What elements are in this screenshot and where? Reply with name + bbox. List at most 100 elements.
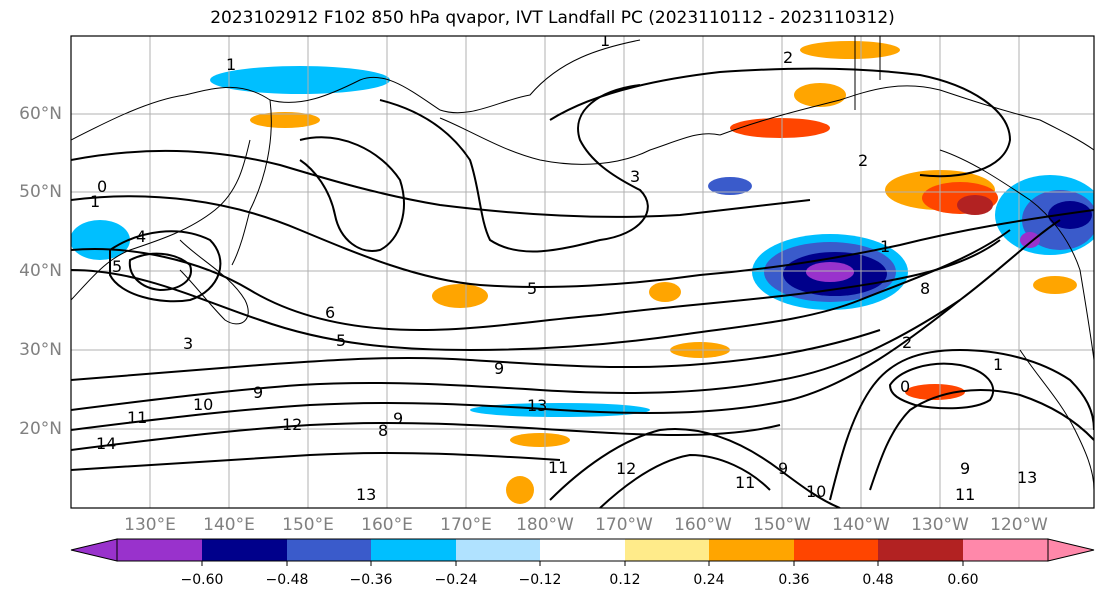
contour-line [379, 84, 649, 253]
contour-label: 13 [527, 396, 547, 415]
colorbar-extend-high [1047, 538, 1095, 562]
contour-label: 5 [112, 257, 122, 276]
contour-label: 2 [783, 48, 793, 67]
contour-label: 1 [993, 355, 1003, 374]
contour-line [549, 67, 1012, 178]
lon-label: 130°E [124, 515, 176, 535]
colorbar-cell [963, 539, 1048, 561]
colorbar-tick-label: −0.48 [265, 572, 309, 588]
contour-label: 12 [616, 459, 636, 478]
lon-label: 140°W [832, 515, 890, 535]
contour-label: 9 [960, 459, 970, 478]
contour-label: 10 [806, 482, 826, 501]
lat-label: 40°N [19, 261, 62, 281]
lon-label: 140°E [203, 515, 255, 535]
contour-line [599, 453, 771, 508]
contour-label: 11 [127, 408, 147, 427]
contour-label: 13 [356, 485, 376, 504]
contour-label: 0 [97, 177, 107, 196]
contour-line [869, 389, 1094, 491]
colorbar-tick-label: 0.24 [693, 572, 725, 588]
positive-anomaly-region [905, 384, 965, 400]
kamchatka-coast [231, 99, 272, 266]
chart-title: 2023102912 F102 850 hPa qvapor, IVT Land… [210, 8, 895, 28]
colorbar-cell [117, 539, 202, 561]
colorbar-cell [456, 539, 540, 561]
contour-label: 2 [858, 151, 868, 170]
contour-label: 2 [902, 333, 912, 352]
contour-label: 11 [548, 458, 568, 477]
colorbar-cell [794, 539, 878, 561]
negative-anomaly-region [806, 262, 854, 282]
positive-anomaly-region [649, 282, 681, 302]
colorbar-tick-label: −0.24 [434, 572, 478, 588]
contour-label: 6 [325, 303, 335, 322]
lat-label: 60°N [19, 104, 62, 124]
colorbar-cell [371, 539, 456, 561]
contour-label: 13 [1017, 468, 1037, 487]
contour-line [829, 348, 1094, 501]
positive-anomaly-region [957, 195, 993, 215]
negative-anomaly-region [1048, 201, 1092, 229]
colorbar-cell [625, 539, 709, 561]
negative-anomaly-region [1020, 232, 1040, 248]
lon-label: 170°E [440, 515, 492, 535]
colorbar-cell [202, 539, 287, 561]
lat-label: 30°N [19, 340, 62, 360]
colorbar-cell [540, 539, 625, 561]
positive-anomaly-region [794, 83, 846, 107]
lat-label: 50°N [19, 182, 62, 202]
positive-anomaly-region [432, 284, 488, 308]
contour-line [71, 299, 961, 431]
map-background [71, 36, 1094, 508]
colorbar-tick-label: 0.48 [862, 572, 894, 588]
positive-anomaly-region [800, 41, 900, 59]
mexico-coast [1019, 349, 1094, 491]
contour-line [549, 428, 841, 508]
contour-label: 0 [900, 377, 910, 396]
colorbar-cell [709, 539, 794, 561]
contour-label: 1 [90, 192, 100, 211]
contour-label: 12 [282, 415, 302, 434]
contour-line [109, 230, 222, 303]
lon-label: 120°W [990, 515, 1048, 535]
contour-label: 8 [378, 421, 388, 440]
contour-label: 9 [253, 383, 263, 402]
lon-label: 180°W [516, 515, 574, 535]
colorbar-cell [878, 539, 963, 561]
contour-line [71, 421, 781, 451]
colorbar-tick-label: 0.36 [778, 572, 810, 588]
positive-anomaly-region [250, 112, 320, 128]
colorbar-tick-label: −0.12 [518, 572, 562, 588]
colorbar-tick-label: −0.36 [349, 572, 393, 588]
contours [71, 67, 1094, 508]
lon-label: 130°W [911, 515, 969, 535]
contour-line [71, 229, 1011, 352]
contour-label: 3 [183, 334, 193, 353]
aleutian-chain [439, 117, 721, 165]
contour-label: 9 [778, 459, 788, 478]
colorbar-tick-label: 0.12 [609, 572, 641, 588]
contour-line [888, 362, 995, 410]
lon-label: 170°W [595, 515, 653, 535]
plot-frame [70, 35, 1095, 509]
lon-label: 160°E [361, 515, 413, 535]
colorbar-extend-low [70, 538, 118, 562]
contour-label: 11 [955, 485, 975, 504]
contour-line [71, 451, 561, 471]
colorbar-cell [287, 539, 371, 561]
contour-line [128, 252, 192, 292]
contour-label: 1 [600, 31, 610, 50]
colorbar [70, 538, 1095, 566]
contour-label: 9 [494, 359, 504, 378]
contour-label: 1 [880, 237, 890, 256]
contour-label: 11 [735, 473, 755, 492]
lat-label: 20°N [19, 419, 62, 439]
contour-label: 8 [920, 279, 930, 298]
positive-anomaly-region [1033, 276, 1077, 294]
contour-label: 5 [336, 331, 346, 350]
lon-label: 150°W [753, 515, 811, 535]
lon-label: 150°E [282, 515, 334, 535]
contour-label: 4 [136, 227, 146, 246]
